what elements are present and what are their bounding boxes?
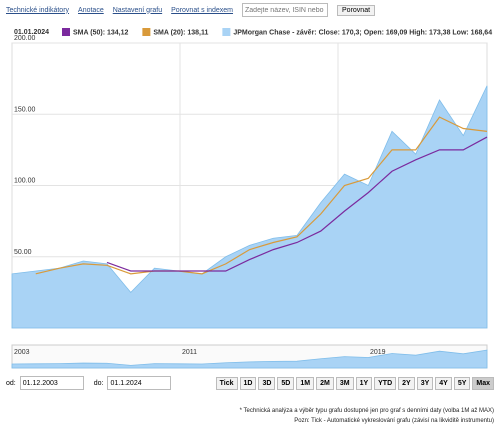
toolbar-link[interactable]: Nastavení grafu	[112, 6, 163, 14]
from-input[interactable]	[19, 376, 84, 390]
footnote: * Technická analýza a výběr typu grafu d…	[239, 408, 494, 414]
legend-label: SMA (20): 138,11	[153, 30, 208, 37]
legend-label: SMA (50): 134,12	[73, 30, 128, 37]
y-tick-label: 50.00	[14, 249, 32, 256]
legend-date: 01.01.2024	[14, 29, 49, 36]
range-button[interactable]: 2M	[316, 376, 334, 390]
y-tick-label: 150.00	[14, 106, 36, 113]
range-button[interactable]: 5Y	[453, 376, 471, 390]
navigator-label: 2003	[14, 349, 30, 356]
range-button[interactable]: 2Y	[398, 376, 415, 390]
toolbar-link[interactable]: Anotace	[78, 6, 104, 14]
y-tick-label: 100.00	[14, 178, 36, 185]
to-input[interactable]	[107, 376, 172, 390]
price-line	[106, 136, 488, 272]
range-button[interactable]: 1Y	[355, 376, 373, 390]
legend-swatch	[142, 28, 151, 36]
range-button[interactable]: 1M	[296, 376, 315, 390]
range-button[interactable]: YTD	[374, 376, 397, 390]
range-button[interactable]: 5D	[277, 376, 295, 390]
range-button[interactable]: 1D	[239, 376, 257, 390]
search-input[interactable]	[242, 3, 329, 17]
range-button[interactable]: Tick	[215, 376, 238, 390]
toolbar-link[interactable]: Technické indikátory	[6, 6, 70, 14]
legend-swatch	[222, 28, 231, 36]
price-line	[35, 116, 488, 275]
range-button[interactable]: Max	[472, 376, 494, 390]
range-buttons: Tick 1D 3D 5D 1M 2M 3M 1Y YTD 2Y 3Y 4Y 5Y Max	[215, 376, 494, 390]
range-button[interactable]: 3Y	[416, 376, 434, 390]
legend-label: JPMorgan Chase - závěr: Close: 170,3; Op…	[233, 30, 492, 37]
price-area	[11, 85, 488, 329]
compare-button[interactable]: Porovnat	[337, 4, 376, 16]
range-button[interactable]: 4Y	[435, 376, 452, 390]
navigator-label: 2011	[182, 349, 197, 356]
y-tick-label: 200.00	[14, 35, 36, 42]
to-label: do:	[93, 379, 104, 387]
chart: 01.01.2024 SMA (50): 134,12 SMA (20): 138,…	[11, 28, 492, 369]
toolbar-link[interactable]: Porovnat s indexem	[171, 6, 234, 14]
range-button[interactable]: 3M	[335, 376, 354, 390]
navigator-label: 2019	[370, 349, 386, 356]
footnote: Pozn: Tick - Automatické vykreslování gr…	[294, 418, 494, 424]
navigator-area	[11, 349, 488, 369]
from-label: od:	[6, 379, 16, 387]
range-button[interactable]: 3D	[258, 376, 276, 390]
legend-swatch	[62, 28, 70, 36]
toolbar: Technické indikátory Anotace Nastavení gra…	[6, 3, 376, 17]
